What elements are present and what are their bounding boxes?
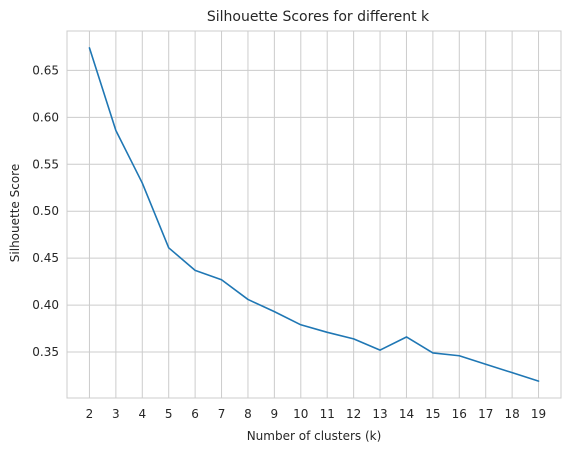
x-tick-label: 13 (372, 407, 387, 421)
x-tick-label: 6 (191, 407, 199, 421)
chart-title: Silhouette Scores for different k (207, 9, 430, 25)
series-layer (88, 47, 540, 382)
y-tick-label: 0.60 (32, 110, 59, 124)
x-axis-label: Number of clusters (k) (247, 429, 382, 443)
series-line (88, 47, 540, 382)
x-tick-label: 4 (138, 407, 146, 421)
x-tick-label: 10 (293, 407, 308, 421)
x-tick-label: 7 (218, 407, 226, 421)
y-tick-label: 0.50 (32, 204, 59, 218)
y-tick-label: 0.35 (32, 345, 59, 359)
x-tick-label: 16 (452, 407, 467, 421)
x-tick-label: 18 (504, 407, 519, 421)
x-tick-label: 17 (478, 407, 493, 421)
x-tick-label: 19 (531, 407, 546, 421)
plot-frame (66, 30, 562, 399)
y-tick-label: 0.45 (32, 251, 59, 265)
x-tick-label: 9 (271, 407, 279, 421)
y-axis-label: Silhouette Score (8, 164, 22, 262)
y-tick-label: 0.65 (32, 63, 59, 77)
x-tick-label: 11 (320, 407, 335, 421)
x-tick-label: 8 (244, 407, 252, 421)
x-tick-label: 12 (346, 407, 361, 421)
y-tick-label: 0.55 (32, 157, 59, 171)
x-tick-label: 5 (165, 407, 173, 421)
x-tick-label: 2 (86, 407, 94, 421)
y-tick-label: 0.40 (32, 298, 59, 312)
x-tick-label: 3 (112, 407, 120, 421)
x-tick-label: 14 (399, 407, 414, 421)
y-tick-labels: 0.35 0.40 0.45 0.50 0.55 0.60 0.65 (32, 63, 59, 359)
x-tick-label: 15 (425, 407, 440, 421)
grid (67, 31, 561, 398)
x-tick-labels: 2 3 4 5 6 7 8 9 10 11 12 13 14 15 16 17 18 19 (86, 407, 547, 421)
